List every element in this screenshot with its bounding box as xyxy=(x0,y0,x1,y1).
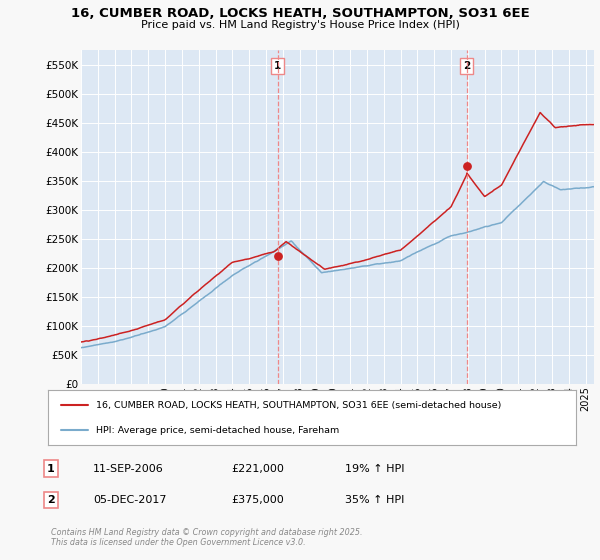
Text: Contains HM Land Registry data © Crown copyright and database right 2025.
This d: Contains HM Land Registry data © Crown c… xyxy=(51,528,362,547)
Text: 11-SEP-2006: 11-SEP-2006 xyxy=(93,464,164,474)
Text: 1: 1 xyxy=(274,61,281,71)
Text: HPI: Average price, semi-detached house, Fareham: HPI: Average price, semi-detached house,… xyxy=(95,426,339,435)
Text: 05-DEC-2017: 05-DEC-2017 xyxy=(93,495,167,505)
Text: 1: 1 xyxy=(47,464,55,474)
Text: 2: 2 xyxy=(47,495,55,505)
Text: £375,000: £375,000 xyxy=(231,495,284,505)
Point xyxy=(273,251,283,260)
Text: £221,000: £221,000 xyxy=(231,464,284,474)
Text: 16, CUMBER ROAD, LOCKS HEATH, SOUTHAMPTON, SO31 6EE (semi-detached house): 16, CUMBER ROAD, LOCKS HEATH, SOUTHAMPTO… xyxy=(95,400,501,409)
Text: 19% ↑ HPI: 19% ↑ HPI xyxy=(345,464,404,474)
Text: 35% ↑ HPI: 35% ↑ HPI xyxy=(345,495,404,505)
Text: 2: 2 xyxy=(463,61,470,71)
Text: Price paid vs. HM Land Registry's House Price Index (HPI): Price paid vs. HM Land Registry's House … xyxy=(140,20,460,30)
Point xyxy=(462,162,472,171)
Text: 16, CUMBER ROAD, LOCKS HEATH, SOUTHAMPTON, SO31 6EE: 16, CUMBER ROAD, LOCKS HEATH, SOUTHAMPTO… xyxy=(71,7,529,20)
